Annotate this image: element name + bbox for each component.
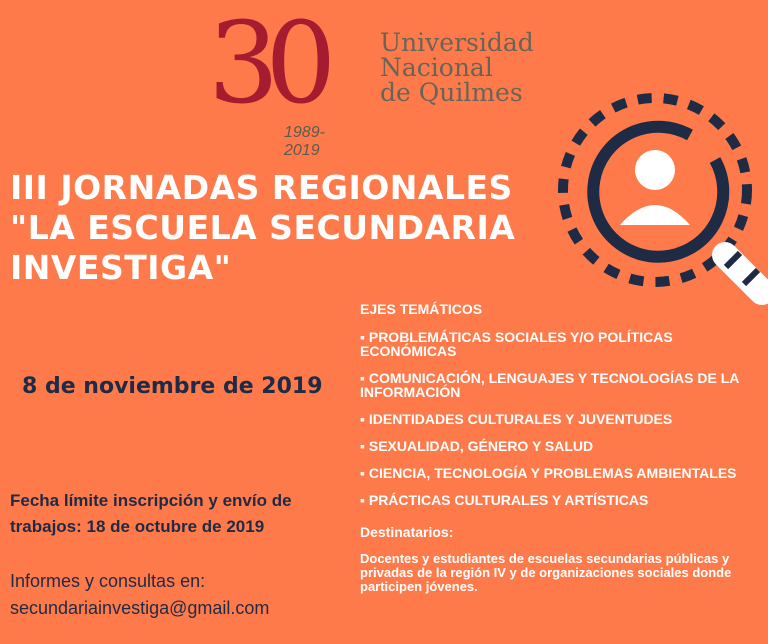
logo-line: Universidad: [380, 28, 534, 57]
destinatarios-label: Destinatarios:: [360, 524, 454, 540]
topic-item: ▪ PRÁCTICAS CULTURALES Y ARTÍSTICAS: [360, 492, 649, 508]
logo-line: de Quilmes: [380, 78, 523, 107]
deadline-text: Fecha límite inscripción y envío de trab…: [10, 491, 292, 536]
logo-line: Nacional: [380, 53, 493, 82]
contact-email[interactable]: secundariainvestiga@gmail.com: [10, 598, 270, 618]
topic-item: ▪ SEXUALIDAD, GÉNERO Y SALUD: [360, 438, 594, 454]
topic-item: ▪ PROBLEMÁTICAS SOCIALES Y/O POLÍTICAS E…: [360, 329, 673, 359]
topic-item: ▪ COMUNICACIÓN, LENGUAJES Y TECNOLOGÍAS …: [360, 370, 739, 400]
contact-label: Informes y consultas en:: [10, 571, 206, 591]
magnifying-glass-person-icon: [558, 93, 768, 305]
ejes-section: EJES TEMÁTICOS ▪ PROBLEMÁTICAS SOCIALES …: [360, 302, 760, 594]
ejes-heading: EJES TEMÁTICOS: [360, 301, 483, 317]
logo-30: 30: [208, 0, 336, 129]
event-date: 8 de noviembre de 2019: [22, 374, 323, 399]
contact-info: Informes y consultas en: secundariainves…: [10, 568, 269, 622]
title-line: "LA ESCUELA SECUNDARIA: [10, 208, 516, 247]
destinatarios-text: Docentes y estudiantes de escuelas secun…: [360, 551, 732, 594]
topic-item: ▪ CIENCIA, TECNOLOGÍA Y PROBLEMAS AMBIEN…: [360, 465, 737, 481]
title-line: INVESTIGA": [10, 248, 232, 287]
title-line: III JORNADAS REGIONALES: [10, 168, 513, 207]
event-title: III JORNADAS REGIONALES "LA ESCUELA SECU…: [10, 168, 515, 288]
logo-university-name: Universidad Nacional de Quilmes: [380, 30, 534, 105]
topic-item: ▪ IDENTIDADES CULTURALES Y JUVENTUDES: [360, 411, 673, 427]
logo-years: 1989-2019: [284, 124, 325, 159]
